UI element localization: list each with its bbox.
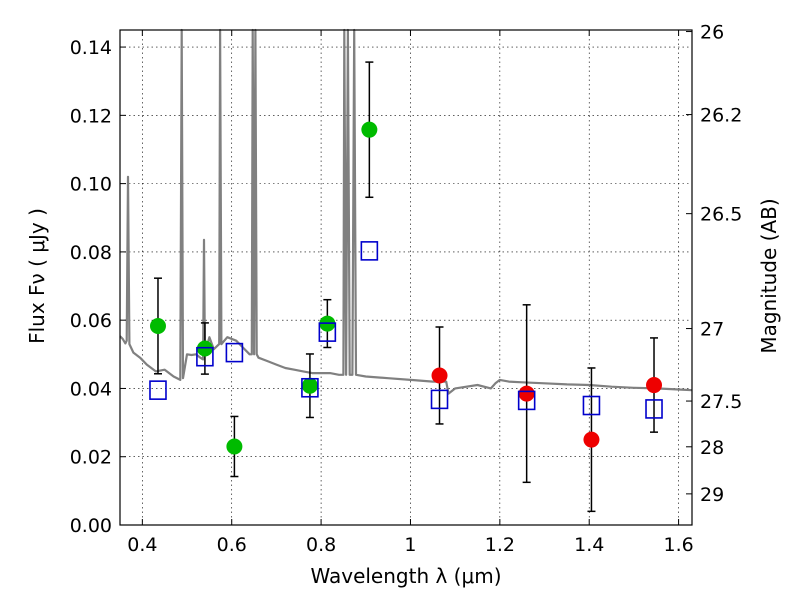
- model-square-point: [196, 346, 214, 367]
- data-point: [196, 340, 213, 357]
- y-tick-label: 0.14: [70, 37, 112, 59]
- tick-labels: 0.4 0.6 0.8 1 1.2 1.4 1.6 0.00 0.02 0.04 0.06 0.08 0…: [70, 22, 743, 556]
- model-square-point: [430, 389, 449, 410]
- data-point: [149, 317, 166, 334]
- x-axis-title: Wavelength λ (μm): [310, 564, 501, 588]
- magnitude-tick-label: 26.2: [700, 105, 742, 127]
- data-point: [583, 431, 600, 448]
- model-spectrum-line: [119, 28, 693, 395]
- y-tick-label: 0.00: [70, 515, 112, 537]
- model-spectrum: [119, 28, 693, 395]
- magnitude-tick-label: 28: [700, 437, 724, 459]
- x-tick-label: 1.6: [663, 534, 693, 556]
- model-square-point: [301, 377, 319, 398]
- magnitude-tick-label: 27.5: [700, 391, 742, 413]
- x-tick-label: 0.4: [127, 534, 157, 556]
- data-point: [301, 377, 318, 394]
- magnitude-tick-label: 27: [700, 319, 724, 341]
- plot-frame: [119, 29, 693, 526]
- x-tick-label: 0.8: [306, 534, 336, 556]
- x-tick-label: 1: [404, 534, 416, 556]
- x-tick-label: 1.2: [485, 534, 515, 556]
- model-square-point: [645, 399, 663, 419]
- x-tick-label: 1.4: [574, 534, 604, 556]
- data-point: [431, 367, 448, 384]
- model-square-point: [318, 322, 337, 342]
- magnitude-tick-label: 26: [700, 22, 724, 44]
- y-tick-label: 0.12: [70, 105, 112, 127]
- magnitude-tick-label: 26.5: [700, 204, 742, 226]
- data-point: [361, 121, 378, 138]
- y-tick-label: 0.06: [70, 310, 112, 332]
- model-square-point: [149, 380, 167, 400]
- data-point: [518, 385, 535, 402]
- axis-ticks: [120, 30, 692, 526]
- magnitude-tick-label: 29: [700, 484, 724, 506]
- y-tick-label: 0.10: [70, 174, 112, 196]
- y-axis-title-left: Flux Fν ( μJy ): [25, 208, 49, 344]
- x-tick-label: 0.6: [217, 534, 247, 556]
- model-square-point: [225, 342, 244, 363]
- model-square-point: [582, 395, 601, 416]
- y-axis-title-right: Magnitude (AB): [757, 198, 781, 353]
- y-tick-label: 0.08: [70, 242, 112, 264]
- model-square-point: [517, 390, 536, 411]
- grid-lines: [120, 30, 692, 526]
- data-markers: [149, 121, 663, 455]
- y-tick-label: 0.04: [70, 378, 112, 400]
- data-point: [226, 438, 243, 455]
- model-square-point: [360, 241, 379, 261]
- data-point: [646, 377, 663, 394]
- y-tick-label: 0.02: [70, 447, 112, 469]
